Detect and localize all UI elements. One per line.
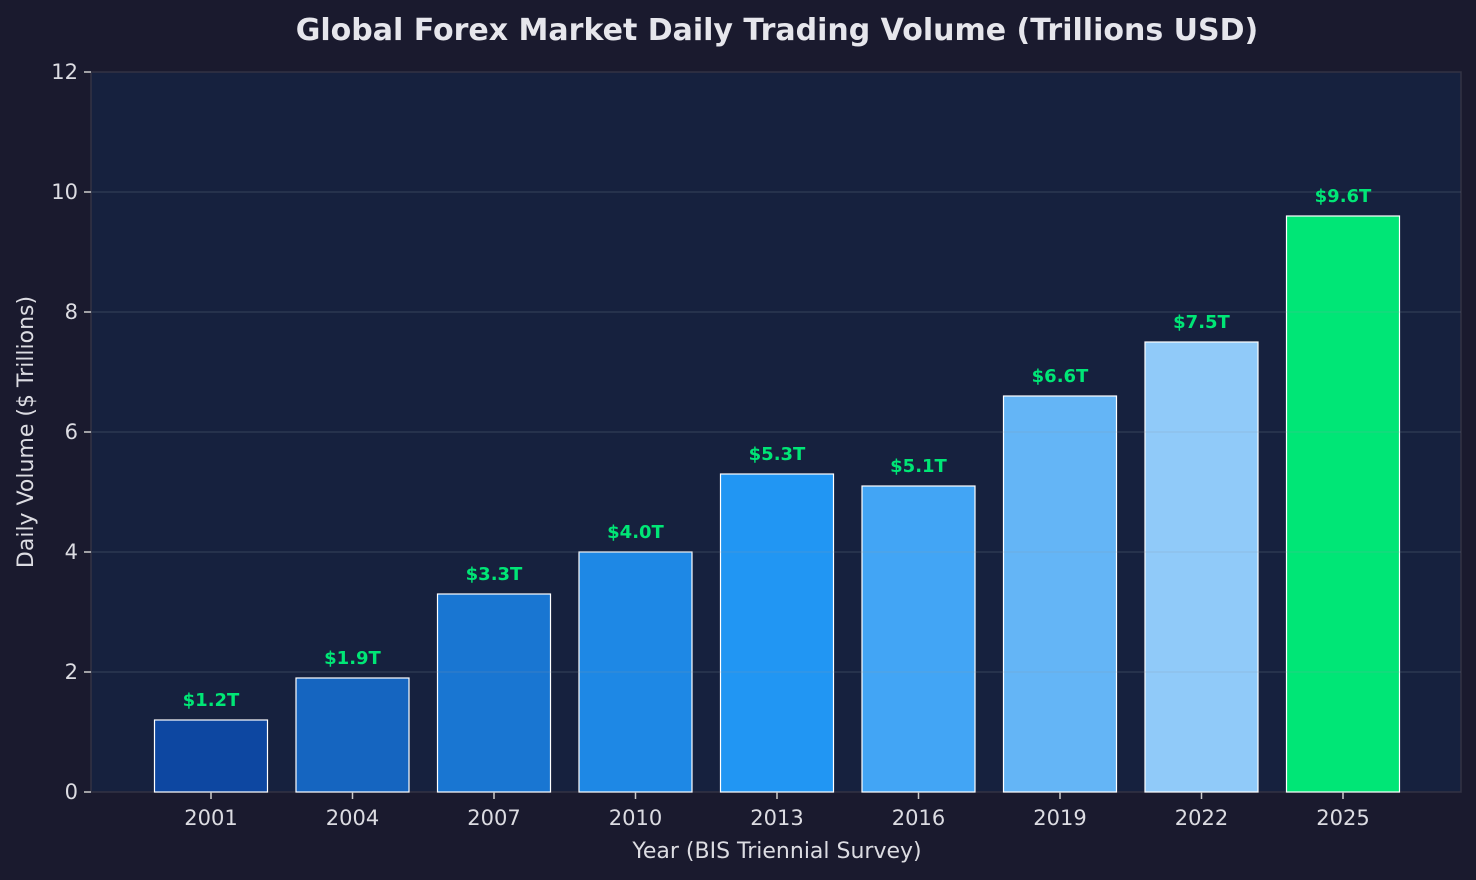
data-label-2016: $5.1T <box>890 456 947 477</box>
data-label-2007: $3.3T <box>466 564 523 585</box>
bar-2013 <box>719 473 835 793</box>
chart-title: Global Forex Market Daily Trading Volume… <box>296 13 1258 48</box>
y-tick-label-12: 12 <box>51 60 78 84</box>
y-axis-label: Daily Volume ($ Trillions) <box>14 296 39 568</box>
x-tick-label-2007: 2007 <box>467 806 520 830</box>
data-label-2001: $1.2T <box>183 690 240 711</box>
bar-2019 <box>1002 395 1118 793</box>
data-label-2019: $6.6T <box>1032 366 1089 387</box>
x-axis-label: Year (BIS Triennial Survey) <box>631 839 921 864</box>
x-tick-label-2001: 2001 <box>184 806 237 830</box>
data-label-2004: $1.9T <box>324 648 381 669</box>
y-tick-label-0: 0 <box>65 780 78 804</box>
y-tick-label-10: 10 <box>51 180 78 204</box>
data-label-2013: $5.3T <box>749 444 806 465</box>
bar-2007 <box>436 593 552 793</box>
data-label-2025: $9.6T <box>1315 186 1372 207</box>
x-tick-label-2016: 2016 <box>892 806 945 830</box>
x-tick-label-2010: 2010 <box>609 806 662 830</box>
x-tick-label-2025: 2025 <box>1316 806 1369 830</box>
data-label-2010: $4.0T <box>607 522 664 543</box>
x-tick-label-2013: 2013 <box>750 806 803 830</box>
x-tick-label-2022: 2022 <box>1175 806 1228 830</box>
y-tick-label-8: 8 <box>65 300 78 324</box>
x-tick-label-2004: 2004 <box>326 806 379 830</box>
bar-2022 <box>1144 341 1259 793</box>
y-tick-label-2: 2 <box>65 660 78 684</box>
bar-2010 <box>578 551 693 793</box>
bar-2016 <box>861 485 976 793</box>
y-tick-label-4: 4 <box>65 540 78 564</box>
bar-2004 <box>295 677 410 793</box>
x-tick-label-2019: 2019 <box>1033 806 1086 830</box>
y-tick-label-6: 6 <box>65 420 78 444</box>
data-label-2022: $7.5T <box>1173 312 1230 333</box>
bar-2025 <box>1285 215 1401 793</box>
bar-2001 <box>153 719 269 793</box>
